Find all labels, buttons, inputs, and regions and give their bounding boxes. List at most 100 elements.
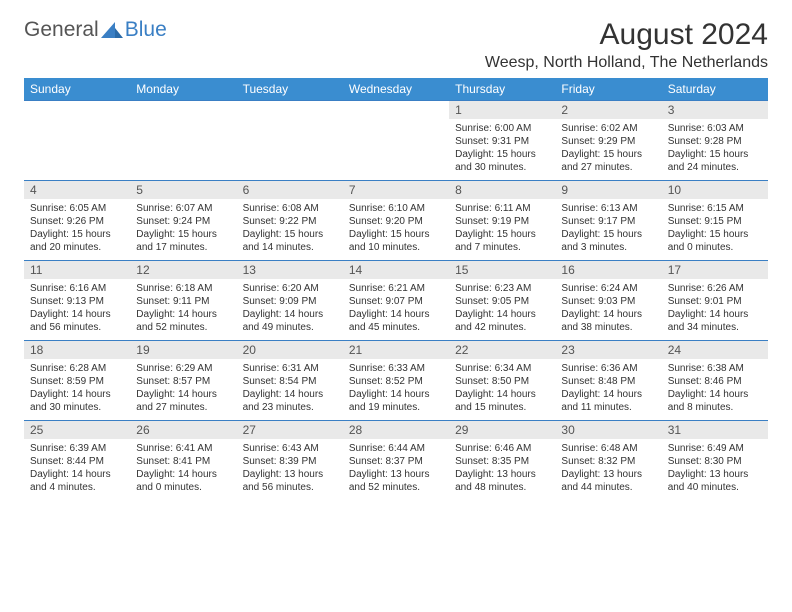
sunset-text: Sunset: 9:28 PM [668,135,762,148]
day-number-cell: 15 [449,261,555,280]
daylight-text: Daylight: 15 hours and 24 minutes. [668,148,762,174]
daylight-text: Daylight: 15 hours and 10 minutes. [349,228,443,254]
sunset-text: Sunset: 9:07 PM [349,295,443,308]
day-cell: Sunrise: 6:41 AMSunset: 8:41 PMDaylight:… [130,439,236,500]
day-number-cell: 22 [449,341,555,360]
day-number-cell: 21 [343,341,449,360]
day-header: Wednesday [343,78,449,101]
day-cell: Sunrise: 6:33 AMSunset: 8:52 PMDaylight:… [343,359,449,421]
day-cell: Sunrise: 6:03 AMSunset: 9:28 PMDaylight:… [662,119,768,181]
sunrise-text: Sunrise: 6:44 AM [349,442,443,455]
day-cell: Sunrise: 6:05 AMSunset: 9:26 PMDaylight:… [24,199,130,261]
daylight-text: Daylight: 15 hours and 3 minutes. [561,228,655,254]
day-cell: Sunrise: 6:13 AMSunset: 9:17 PMDaylight:… [555,199,661,261]
sunset-text: Sunset: 8:41 PM [136,455,230,468]
sunrise-text: Sunrise: 6:36 AM [561,362,655,375]
daylight-text: Daylight: 14 hours and 45 minutes. [349,308,443,334]
day-cell [24,119,130,181]
day-cell: Sunrise: 6:46 AMSunset: 8:35 PMDaylight:… [449,439,555,500]
sunrise-text: Sunrise: 6:41 AM [136,442,230,455]
sunset-text: Sunset: 9:19 PM [455,215,549,228]
day-number-cell: 23 [555,341,661,360]
daylight-text: Daylight: 14 hours and 11 minutes. [561,388,655,414]
daylight-text: Daylight: 15 hours and 20 minutes. [30,228,124,254]
daylight-text: Daylight: 14 hours and 49 minutes. [243,308,337,334]
sunset-text: Sunset: 8:37 PM [349,455,443,468]
daylight-text: Daylight: 14 hours and 38 minutes. [561,308,655,334]
daylight-text: Daylight: 15 hours and 0 minutes. [668,228,762,254]
sunset-text: Sunset: 8:30 PM [668,455,762,468]
daylight-text: Daylight: 13 hours and 52 minutes. [349,468,443,494]
day-cell: Sunrise: 6:38 AMSunset: 8:46 PMDaylight:… [662,359,768,421]
week-row: Sunrise: 6:00 AMSunset: 9:31 PMDaylight:… [24,119,768,181]
day-header: Sunday [24,78,130,101]
day-cell: Sunrise: 6:16 AMSunset: 9:13 PMDaylight:… [24,279,130,341]
sunrise-text: Sunrise: 6:18 AM [136,282,230,295]
day-cell [237,119,343,181]
sunset-text: Sunset: 9:11 PM [136,295,230,308]
sunset-text: Sunset: 8:54 PM [243,375,337,388]
sunrise-text: Sunrise: 6:29 AM [136,362,230,375]
day-header: Thursday [449,78,555,101]
day-number-cell: 19 [130,341,236,360]
day-number-cell [343,101,449,120]
day-header: Tuesday [237,78,343,101]
day-cell: Sunrise: 6:10 AMSunset: 9:20 PMDaylight:… [343,199,449,261]
daylight-text: Daylight: 14 hours and 15 minutes. [455,388,549,414]
day-cell: Sunrise: 6:48 AMSunset: 8:32 PMDaylight:… [555,439,661,500]
page-title: August 2024 [485,18,768,52]
day-cell: Sunrise: 6:24 AMSunset: 9:03 PMDaylight:… [555,279,661,341]
daylight-text: Daylight: 13 hours and 48 minutes. [455,468,549,494]
sunset-text: Sunset: 8:44 PM [30,455,124,468]
daylight-text: Daylight: 15 hours and 30 minutes. [455,148,549,174]
day-cell: Sunrise: 6:44 AMSunset: 8:37 PMDaylight:… [343,439,449,500]
day-number-cell: 30 [555,421,661,440]
logo-text-1: General [24,18,99,42]
sunrise-text: Sunrise: 6:15 AM [668,202,762,215]
day-number-cell: 20 [237,341,343,360]
sunrise-text: Sunrise: 6:07 AM [136,202,230,215]
day-number-cell: 12 [130,261,236,280]
daylight-text: Daylight: 15 hours and 7 minutes. [455,228,549,254]
day-cell [343,119,449,181]
day-cell: Sunrise: 6:31 AMSunset: 8:54 PMDaylight:… [237,359,343,421]
sunrise-text: Sunrise: 6:02 AM [561,122,655,135]
title-block: August 2024 Weesp, North Holland, The Ne… [485,18,768,72]
sunrise-text: Sunrise: 6:48 AM [561,442,655,455]
day-number-cell [24,101,130,120]
daylight-text: Daylight: 14 hours and 30 minutes. [30,388,124,414]
day-cell: Sunrise: 6:18 AMSunset: 9:11 PMDaylight:… [130,279,236,341]
sunrise-text: Sunrise: 6:46 AM [455,442,549,455]
day-number-cell [237,101,343,120]
day-number-cell: 9 [555,181,661,200]
sunrise-text: Sunrise: 6:05 AM [30,202,124,215]
sunrise-text: Sunrise: 6:13 AM [561,202,655,215]
logo-triangle-icon [101,22,123,38]
sunrise-text: Sunrise: 6:20 AM [243,282,337,295]
sunset-text: Sunset: 8:52 PM [349,375,443,388]
daylight-text: Daylight: 14 hours and 0 minutes. [136,468,230,494]
sunset-text: Sunset: 8:57 PM [136,375,230,388]
daylight-text: Daylight: 14 hours and 8 minutes. [668,388,762,414]
day-number-row: 25262728293031 [24,421,768,440]
daylight-text: Daylight: 14 hours and 34 minutes. [668,308,762,334]
day-cell: Sunrise: 6:21 AMSunset: 9:07 PMDaylight:… [343,279,449,341]
day-number-cell: 7 [343,181,449,200]
sunset-text: Sunset: 9:22 PM [243,215,337,228]
sunrise-text: Sunrise: 6:24 AM [561,282,655,295]
sunset-text: Sunset: 9:15 PM [668,215,762,228]
day-number-cell: 25 [24,421,130,440]
sunset-text: Sunset: 9:03 PM [561,295,655,308]
day-number-row: 123 [24,101,768,120]
day-number-cell: 2 [555,101,661,120]
sunrise-text: Sunrise: 6:10 AM [349,202,443,215]
day-number-cell: 18 [24,341,130,360]
sunset-text: Sunset: 9:26 PM [30,215,124,228]
daylight-text: Daylight: 13 hours and 40 minutes. [668,468,762,494]
day-number-cell: 17 [662,261,768,280]
day-cell [130,119,236,181]
sunset-text: Sunset: 8:39 PM [243,455,337,468]
week-row: Sunrise: 6:28 AMSunset: 8:59 PMDaylight:… [24,359,768,421]
sunset-text: Sunset: 9:13 PM [30,295,124,308]
sunset-text: Sunset: 9:09 PM [243,295,337,308]
